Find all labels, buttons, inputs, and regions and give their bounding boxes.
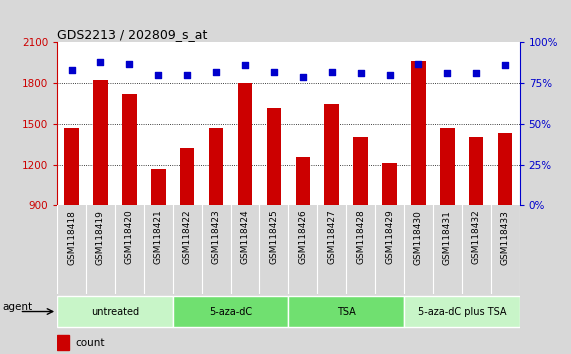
- Point: [385, 72, 394, 78]
- Text: GSM118418: GSM118418: [67, 210, 76, 265]
- Point: [240, 62, 250, 68]
- Bar: [57, 335, 69, 350]
- Bar: [498, 133, 512, 205]
- Point: [270, 69, 279, 75]
- Text: GSM118425: GSM118425: [270, 210, 279, 264]
- Bar: [122, 94, 136, 205]
- Bar: [57, 296, 172, 327]
- Text: GDS2213 / 202809_s_at: GDS2213 / 202809_s_at: [57, 28, 207, 41]
- Text: GSM118427: GSM118427: [327, 210, 336, 264]
- Bar: [404, 296, 520, 327]
- Text: untreated: untreated: [91, 307, 139, 316]
- Text: GSM118431: GSM118431: [443, 210, 452, 265]
- Text: GSM118422: GSM118422: [183, 210, 192, 264]
- Point: [211, 69, 220, 75]
- Point: [96, 59, 105, 65]
- Text: 5-aza-dC plus TSA: 5-aza-dC plus TSA: [417, 307, 506, 316]
- Bar: [296, 157, 310, 205]
- Text: TSA: TSA: [337, 307, 356, 316]
- Text: GSM118432: GSM118432: [472, 210, 481, 264]
- Bar: [172, 296, 288, 327]
- Point: [183, 72, 192, 78]
- Text: count: count: [75, 337, 105, 348]
- Text: GSM118433: GSM118433: [501, 210, 510, 265]
- Text: GSM118430: GSM118430: [414, 210, 423, 265]
- Bar: [209, 128, 223, 205]
- Bar: [383, 162, 397, 205]
- Bar: [288, 296, 404, 327]
- Point: [327, 69, 336, 75]
- Text: 5-aza-dC: 5-aza-dC: [209, 307, 252, 316]
- Point: [356, 70, 365, 76]
- Point: [472, 70, 481, 76]
- Text: GSM118420: GSM118420: [125, 210, 134, 264]
- Bar: [324, 104, 339, 205]
- Bar: [151, 169, 166, 205]
- Text: GSM118429: GSM118429: [385, 210, 394, 264]
- Text: GSM118426: GSM118426: [298, 210, 307, 264]
- Point: [154, 72, 163, 78]
- Bar: [267, 108, 281, 205]
- Point: [67, 67, 76, 73]
- Text: GSM118428: GSM118428: [356, 210, 365, 264]
- Point: [125, 61, 134, 67]
- Bar: [411, 62, 425, 205]
- Point: [443, 70, 452, 76]
- Point: [298, 74, 307, 80]
- Text: agent: agent: [3, 302, 33, 312]
- Bar: [238, 83, 252, 205]
- Bar: [353, 137, 368, 205]
- Point: [414, 61, 423, 67]
- Bar: [180, 148, 194, 205]
- Bar: [93, 80, 108, 205]
- Bar: [65, 128, 79, 205]
- Text: GSM118419: GSM118419: [96, 210, 105, 265]
- Bar: [469, 137, 484, 205]
- Text: GSM118423: GSM118423: [212, 210, 220, 264]
- Text: GSM118424: GSM118424: [240, 210, 250, 264]
- Point: [501, 62, 510, 68]
- Bar: [440, 128, 455, 205]
- Text: GSM118421: GSM118421: [154, 210, 163, 264]
